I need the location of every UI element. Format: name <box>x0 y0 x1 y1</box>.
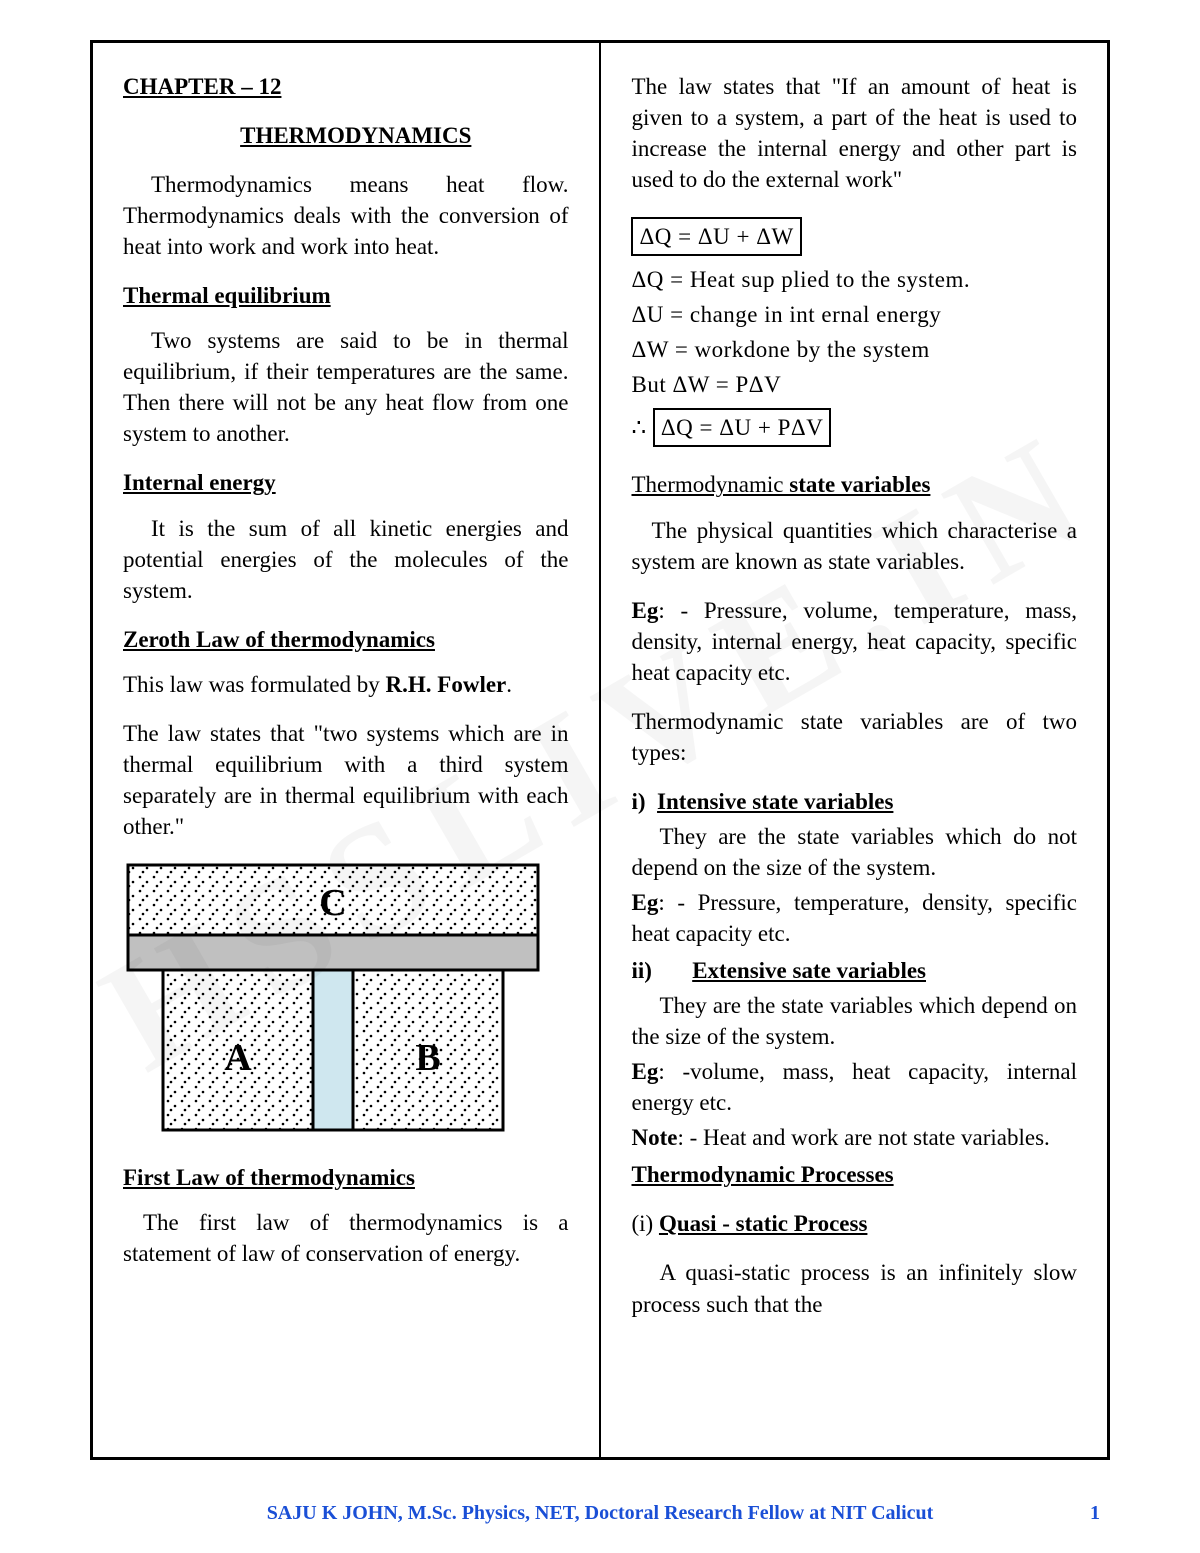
para-state-types: Thermodynamic state variables are of two… <box>631 706 1077 768</box>
eg-label-2: Eg <box>631 890 658 915</box>
para-zeroth-1: This law was formulated by R.H. Fowler. <box>123 669 569 700</box>
para-internal-energy: It is the sum of all kinetic energies an… <box>123 513 569 606</box>
para-quasi: A quasi-static process is an infinitely … <box>631 1257 1077 1319</box>
intensive-text: They are the state variables which do no… <box>631 824 1077 880</box>
right-column: The law states that "If an amount of hea… <box>601 43 1107 1457</box>
svg-text:A: A <box>224 1037 252 1079</box>
eq-boxed-1: ΔQ = ΔU + ΔW <box>631 217 801 256</box>
note-label: Note <box>631 1125 677 1150</box>
eg-text-2: : - Pressure, temperature, density, spec… <box>631 890 1077 946</box>
para-state-variables: The physical quantities which characteri… <box>631 515 1077 577</box>
eq-line-2: ΔQ = Heat sup plied to the system. <box>631 264 1077 295</box>
svg-text:C: C <box>319 882 346 924</box>
page-number: 1 <box>1090 1502 1100 1525</box>
chapter-number: CHAPTER – 12 <box>123 71 569 102</box>
chapter-title: THERMODYNAMICS <box>123 120 569 151</box>
zeroth-author: R.H. Fowler <box>386 672 507 697</box>
zeroth-law-diagram: C A B <box>123 860 569 1140</box>
eq-boxed-2: ΔQ = ΔU + PΔV <box>653 408 831 447</box>
page-frame: HSSLIVE.IN CHAPTER – 12 THERMODYNAMICS T… <box>90 40 1110 1460</box>
para-intensive-eg: Eg: - Pressure, temperature, density, sp… <box>631 887 1077 949</box>
heading-internal-energy: Internal energy <box>123 467 569 498</box>
para-first-law: The first law of thermodynamics is a sta… <box>123 1207 569 1269</box>
heading-first-law: First Law of thermodynamics <box>123 1162 569 1193</box>
zeroth-text-c: . <box>506 672 512 697</box>
para-extensive-eg: Eg: -volume, mass, heat capacity, intern… <box>631 1056 1077 1118</box>
para-extensive: They are the state variables which depen… <box>631 990 1077 1052</box>
para-law-states: The law states that "If an amount of hea… <box>631 71 1077 195</box>
note-text: : - Heat and work are not state variable… <box>677 1125 1049 1150</box>
equation-block: ΔQ = ΔU + ΔW ΔQ = Heat sup plied to the … <box>631 213 1077 451</box>
eq-line-3: ΔU = change in int ernal energy <box>631 299 1077 330</box>
quasi-heading: Quasi - static Process <box>659 1211 867 1236</box>
footer-text: SAJU K JOHN, M.Sc. Physics, NET, Doctora… <box>267 1502 934 1524</box>
para-zeroth-2: The law states that "two systems which a… <box>123 718 569 842</box>
para-state-eg: Eg: - Pressure, volume, temperature, mas… <box>631 595 1077 688</box>
eg-label-1: Eg <box>631 598 658 623</box>
svg-text:B: B <box>415 1037 440 1079</box>
para-intensive: They are the state variables which do no… <box>631 821 1077 883</box>
state-h-a: Thermodynamic <box>631 472 783 497</box>
state-h-b: state variables <box>784 472 931 497</box>
para-thermal-equilibrium: Two systems are said to be in thermal eq… <box>123 325 569 449</box>
heading-state-variables: Thermodynamic state variables <box>631 469 1077 500</box>
eq-therefore: ∴ <box>631 415 652 440</box>
heading-processes: Thermodynamic Processes <box>631 1159 1077 1190</box>
zeroth-text-a: This law was formulated by <box>123 672 386 697</box>
intensive-label: i) <box>631 789 645 814</box>
heading-zeroth-law: Zeroth Law of thermodynamics <box>123 624 569 655</box>
eq-line-5: But ΔW = PΔV <box>631 369 1077 400</box>
heading-thermal-equilibrium: Thermal equilibrium <box>123 280 569 311</box>
item-extensive: ii) Extensive sate variables <box>631 955 1077 986</box>
extensive-heading: Extensive sate variables <box>692 958 926 983</box>
left-column: CHAPTER – 12 THERMODYNAMICS Thermodynami… <box>93 43 599 1457</box>
item-quasi: (i) Quasi - static Process <box>631 1208 1077 1239</box>
page-footer: SAJU K JOHN, M.Sc. Physics, NET, Doctora… <box>0 1502 1200 1525</box>
eg-text-3: : -volume, mass, heat capacity, internal… <box>631 1059 1077 1115</box>
eg-text-1: : - Pressure, volume, temperature, mass,… <box>631 598 1077 685</box>
extensive-label: ii) <box>631 958 651 983</box>
intro-paragraph: Thermodynamics means heat flow. Thermody… <box>123 169 569 262</box>
quasi-label: (i) <box>631 1211 658 1236</box>
extensive-text: They are the state variables which depen… <box>631 993 1077 1049</box>
intensive-heading: Intensive state variables <box>657 789 893 814</box>
eq-line-4: ΔW = workdone by the system <box>631 334 1077 365</box>
eg-label-3: Eg <box>631 1059 658 1084</box>
item-intensive: i) Intensive state variables <box>631 786 1077 817</box>
para-note: Note: - Heat and work are not state vari… <box>631 1122 1077 1153</box>
